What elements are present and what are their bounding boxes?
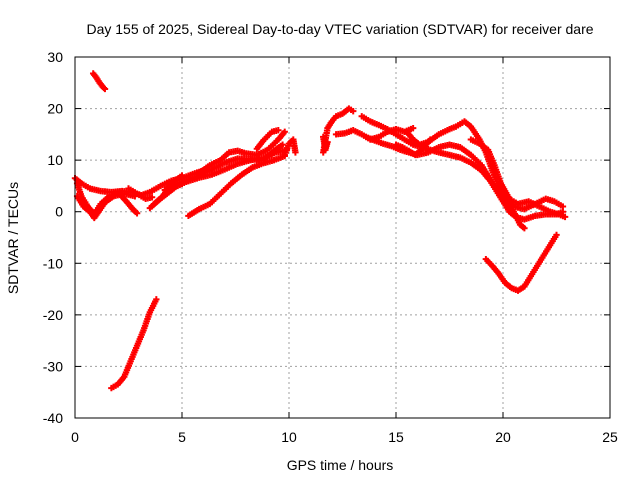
- data-point: [553, 231, 560, 239]
- data-point: [148, 194, 156, 201]
- chart-title: Day 155 of 2025, Sidereal Day-to-day VTE…: [86, 21, 593, 37]
- data-point: [559, 203, 567, 210]
- data-point: [281, 128, 288, 135]
- series-arc-1: [89, 70, 109, 93]
- series-arc-9: [195, 128, 288, 177]
- data-point: [292, 149, 299, 156]
- series-arc-19: [392, 136, 434, 159]
- plot-frame: [74, 56, 611, 419]
- x-tick-label: 25: [602, 429, 618, 445]
- series-arc-11: [281, 136, 299, 159]
- y-tick-label: -40: [43, 410, 63, 426]
- y-tick-label: -20: [43, 307, 63, 323]
- x-tick-label: 10: [281, 429, 297, 445]
- y-tick-label: -10: [43, 255, 63, 271]
- series-arc-16: [403, 118, 567, 213]
- data-point: [350, 107, 357, 115]
- series-arc-10: [253, 127, 282, 152]
- y-tick-label: 20: [47, 101, 63, 117]
- x-axis-label: GPS time / hours: [287, 457, 394, 473]
- data-point: [279, 141, 286, 148]
- series-arc-21: [150, 172, 186, 208]
- data-point: [521, 225, 528, 232]
- y-tick-label: 0: [55, 204, 63, 220]
- series-arc-17: [467, 136, 569, 221]
- data-points: [71, 70, 569, 392]
- y-tick-label: -30: [43, 358, 63, 374]
- x-tick-label: 0: [71, 429, 79, 445]
- series-arc-18: [482, 231, 560, 294]
- data-point: [561, 213, 569, 221]
- y-axis-label: SDTVAR / TECUs: [5, 182, 21, 294]
- data-point: [427, 136, 434, 143]
- x-tick-label: 5: [178, 429, 186, 445]
- data-point: [153, 296, 160, 303]
- series-arc-20: [125, 185, 156, 203]
- data-point: [178, 172, 186, 179]
- grid-lines: [75, 57, 610, 418]
- data-point: [275, 127, 282, 134]
- x-tick-label: 20: [495, 429, 511, 445]
- series-arc-12: [320, 105, 357, 156]
- y-tick-label: 10: [47, 152, 63, 168]
- data-point: [100, 84, 108, 92]
- data-point: [133, 210, 141, 217]
- series-arc-8: [185, 152, 288, 220]
- x-tick-label: 15: [388, 429, 404, 445]
- series-arc-2: [108, 296, 160, 392]
- data-point: [101, 85, 109, 93]
- y-tick-label: 30: [47, 49, 63, 65]
- data-point: [409, 124, 417, 132]
